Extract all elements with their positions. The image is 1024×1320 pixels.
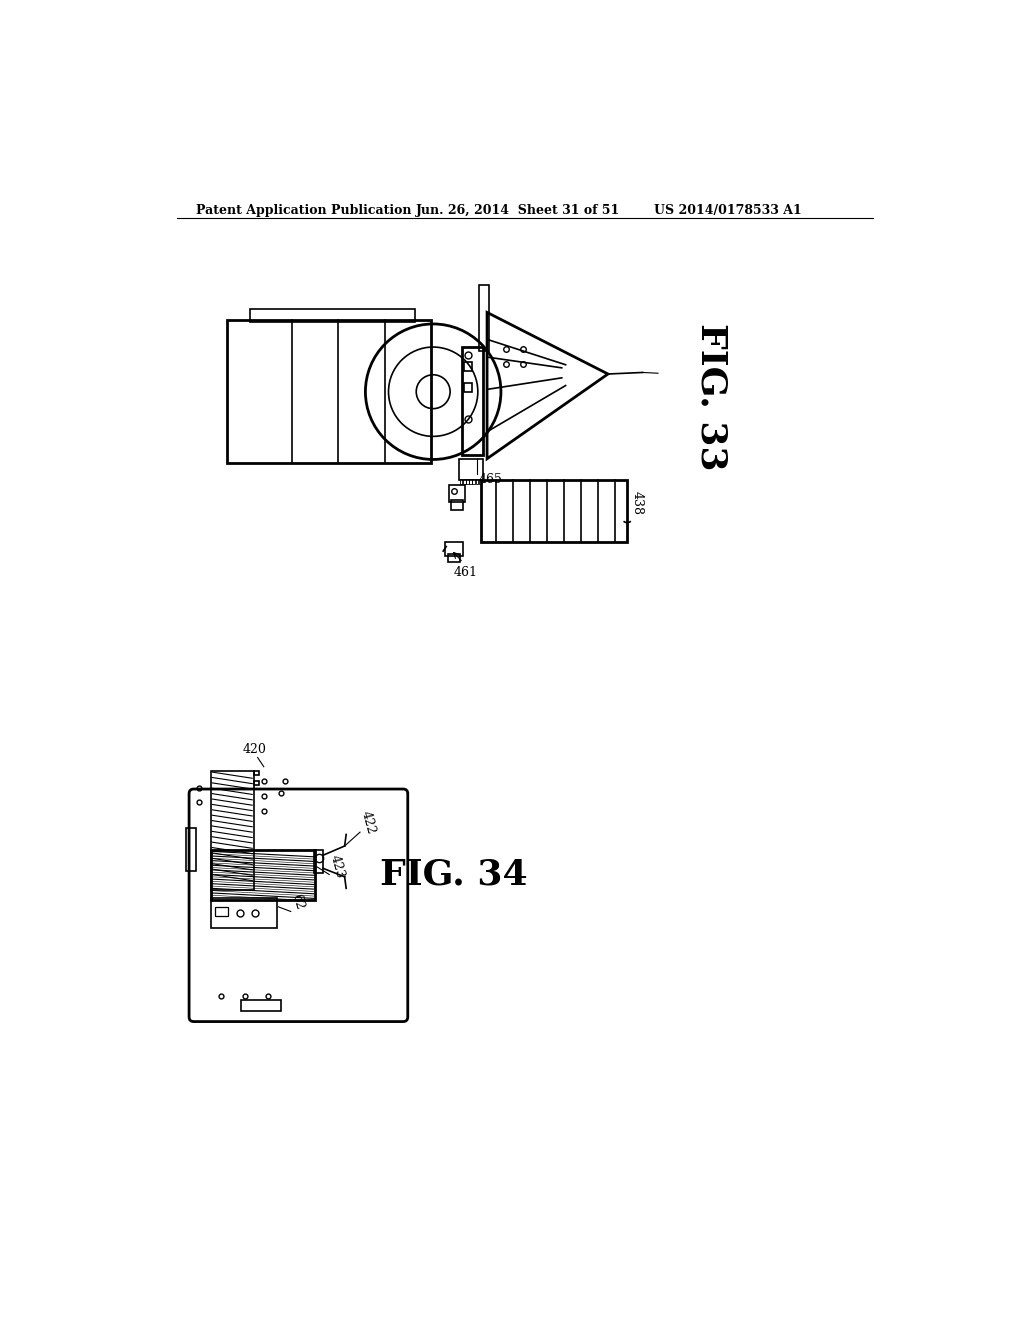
Bar <box>254 780 259 785</box>
Bar <box>241 1001 281 1011</box>
Bar <box>450 484 465 502</box>
Bar <box>462 347 483 455</box>
Bar <box>186 829 196 871</box>
Bar <box>475 479 478 484</box>
Bar <box>481 480 628 543</box>
Bar <box>447 554 460 562</box>
Bar <box>254 771 259 775</box>
Text: Jun. 26, 2014  Sheet 31 of 51: Jun. 26, 2014 Sheet 31 of 51 <box>416 205 620 218</box>
Bar <box>460 479 463 484</box>
Bar <box>211 850 315 900</box>
Text: 62: 62 <box>289 892 306 911</box>
Text: 438: 438 <box>631 491 644 515</box>
Bar <box>226 321 431 462</box>
Text: 465: 465 <box>478 473 503 486</box>
Bar <box>211 898 276 928</box>
Text: Patent Application Publication: Patent Application Publication <box>196 205 412 218</box>
Bar <box>215 907 227 916</box>
Bar <box>444 541 463 556</box>
Bar <box>464 383 472 392</box>
Bar <box>472 479 475 484</box>
Text: FIG. 33: FIG. 33 <box>695 323 729 471</box>
Bar <box>313 850 323 873</box>
Bar <box>211 771 254 890</box>
Text: 461: 461 <box>454 566 477 579</box>
Bar <box>250 309 416 322</box>
Bar <box>478 285 489 351</box>
Bar <box>451 500 463 510</box>
Text: 422: 422 <box>358 809 377 836</box>
Bar <box>466 479 469 484</box>
Bar <box>459 459 483 480</box>
Text: 423: 423 <box>328 854 346 880</box>
Bar <box>463 479 466 484</box>
Bar <box>469 479 472 484</box>
Bar <box>464 363 472 371</box>
Text: FIG. 34: FIG. 34 <box>380 858 527 891</box>
Text: US 2014/0178533 A1: US 2014/0178533 A1 <box>654 205 802 218</box>
Bar <box>478 479 481 484</box>
Text: 420: 420 <box>243 743 266 756</box>
